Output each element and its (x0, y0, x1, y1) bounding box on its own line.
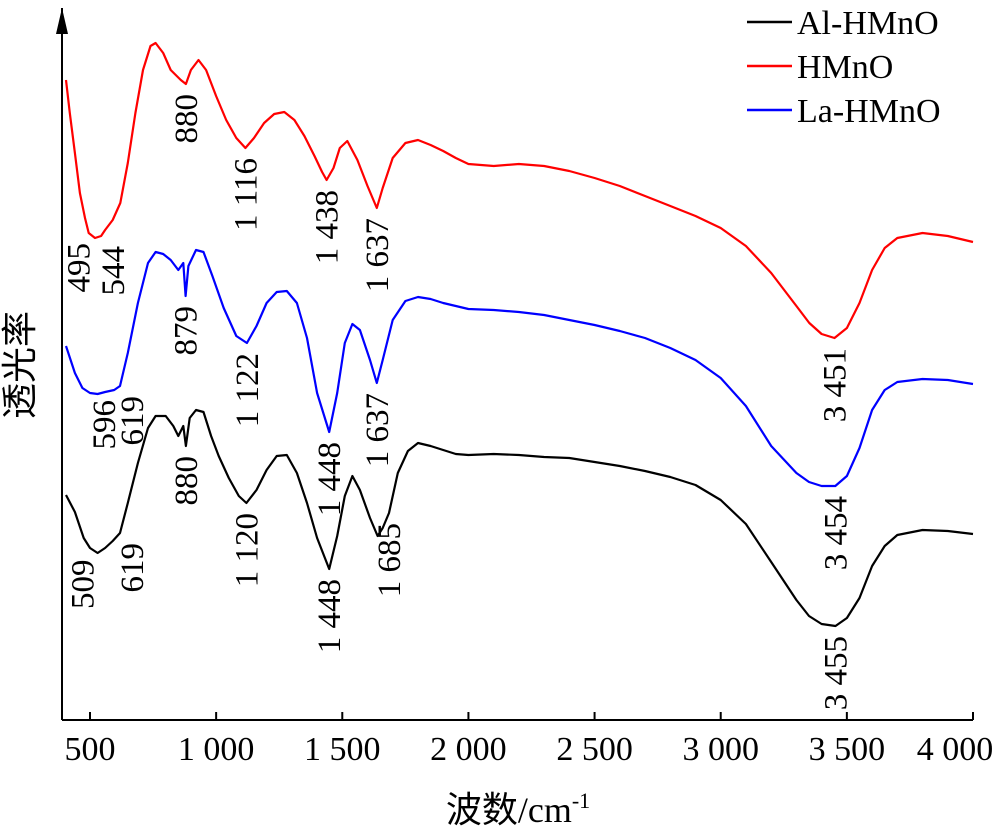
x-tick-label: 2 000 (430, 731, 507, 768)
x-tick-label: 3 000 (682, 731, 759, 768)
peak-label: 619 (115, 543, 151, 593)
peak-label: 1 448 (312, 579, 348, 653)
x-tick-label: 1 500 (304, 731, 381, 768)
x-tick-label: 4 000 (917, 731, 994, 768)
legend: Al-HMnO HMnO La-HMnO (747, 5, 941, 130)
peak-label: 3 451 (818, 348, 854, 422)
peak-label: 1 438 (310, 190, 346, 264)
series-line-hmno (64, 41, 974, 340)
x-axis-title: 波数/cm-1 (446, 788, 590, 830)
legend-label: Al-HMnO (797, 5, 939, 42)
peak-label: 544 (96, 246, 132, 296)
x-tick-label: 2 500 (556, 731, 633, 768)
peak-label: 1 637 (360, 218, 396, 292)
peak-label: 619 (115, 396, 151, 446)
peak-label: 879 (169, 306, 205, 356)
x-axis-title-main: 波数/cm (446, 790, 572, 830)
axes: 500 1 000 1 500 2 000 2 500 3 000 3 500 4 000 (56, 8, 993, 768)
series-group (64, 41, 974, 628)
peak-label: 1 116 (228, 158, 264, 231)
x-tick-label: 1 000 (178, 731, 255, 768)
peak-label: 1 120 (229, 513, 265, 587)
y-axis-arrow-icon (56, 8, 68, 34)
peak-label: 1 448 (312, 442, 348, 516)
peak-label: 3 454 (818, 496, 854, 570)
peak-label: 495 (62, 243, 98, 293)
legend-label: HMnO (797, 49, 893, 86)
peak-label: 596 (87, 400, 123, 450)
series-line-la-hmno (64, 248, 974, 488)
series-line-al-hmno (65, 408, 974, 628)
x-ticks: 500 1 000 1 500 2 000 2 500 3 000 3 500 4 000 (65, 712, 994, 768)
x-tick-label: 500 (65, 731, 116, 768)
peak-label: 1 122 (230, 353, 266, 427)
x-axis-title-sup: -1 (572, 788, 590, 813)
peak-label: 509 (65, 560, 101, 610)
legend-label: La-HMnO (797, 93, 941, 130)
peak-label: 3 455 (819, 636, 855, 710)
peak-label: 1 637 (360, 393, 396, 467)
peak-label: 880 (169, 94, 205, 144)
peak-label: 1 685 (372, 523, 408, 597)
peak-label: 880 (169, 456, 205, 506)
x-tick-label: 3 500 (809, 731, 886, 768)
y-axis-title: 透光率 (0, 311, 40, 419)
